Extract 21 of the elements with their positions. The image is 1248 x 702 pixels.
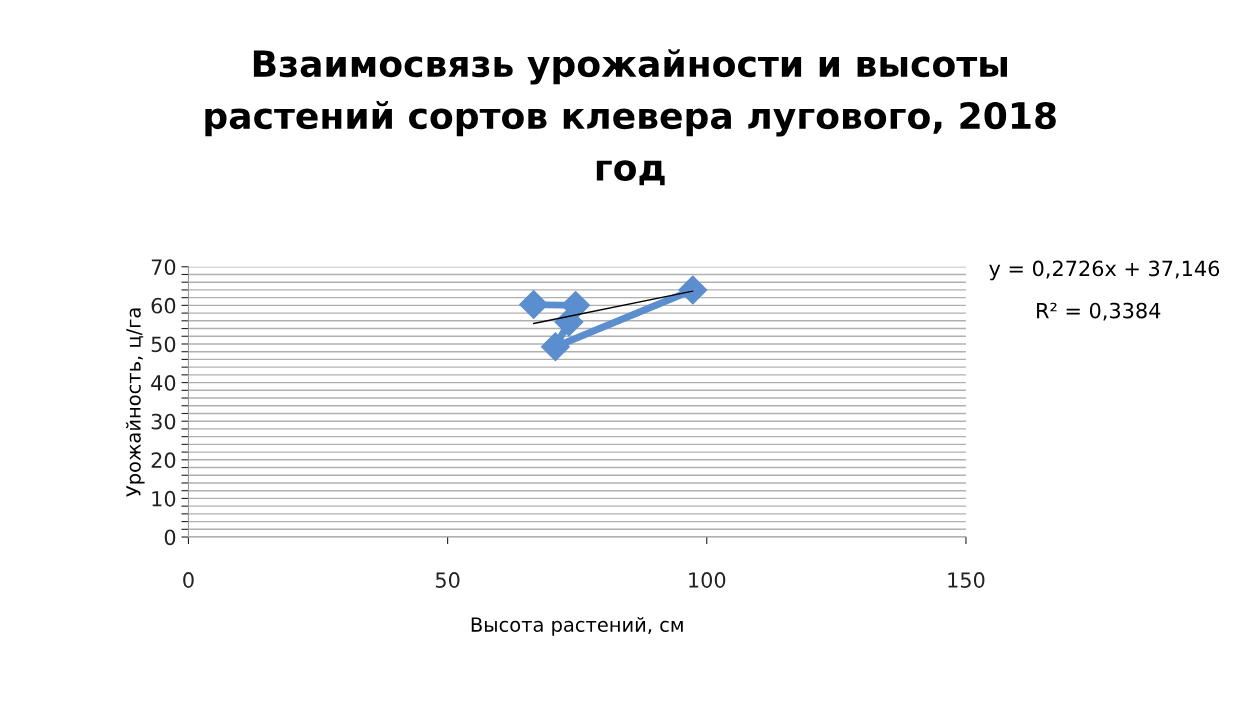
y-tick-label: 70 — [151, 259, 176, 275]
x-tick-label: 50 — [435, 572, 460, 588]
y-tick-label: 10 — [152, 490, 176, 507]
y-tick-label: 0 — [164, 529, 176, 546]
x-tick-label: 0 — [183, 572, 194, 588]
x-tick-label: 100 — [689, 572, 726, 588]
y-tick-label: 50 — [151, 336, 176, 353]
chart-title: Взаимосвязь урожайности и высоты растений сортов клевера лугового, 2018 год — [205, 49, 1056, 186]
text: y = 0,2726x + 37,146 — [989, 260, 1220, 281]
y-tick-label: 60 — [151, 297, 176, 314]
point — [540, 332, 570, 362]
x-axis-title: Высота растений, см — [471, 617, 683, 636]
y-tick-label: 40 — [151, 375, 176, 391]
text: R² = 0,3384 — [1037, 302, 1161, 321]
point — [519, 290, 549, 320]
point — [554, 307, 584, 337]
y-tick-label: 20 — [151, 452, 176, 469]
x-tick-label: 150 — [948, 572, 985, 588]
y-tick-label: 30 — [151, 413, 176, 430]
point — [678, 275, 708, 305]
y-axis-title: Урожайность, ц/га — [125, 308, 145, 497]
